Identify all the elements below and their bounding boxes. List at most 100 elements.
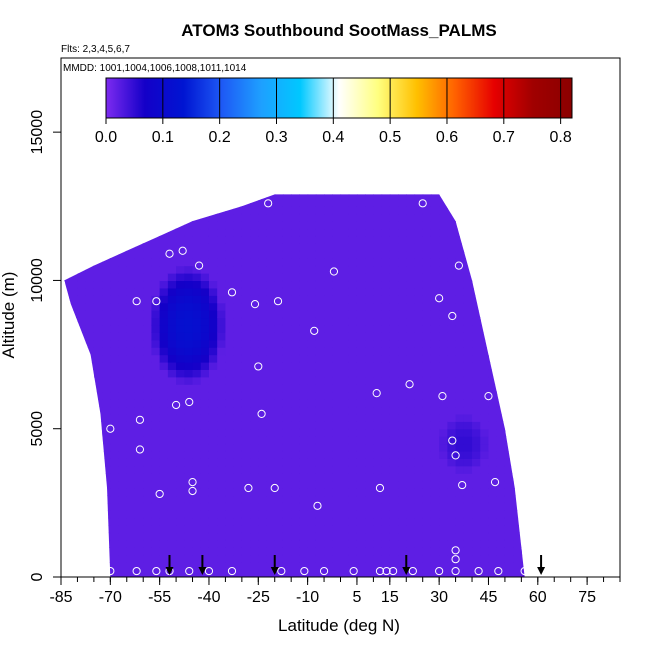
field-cell [430, 495, 440, 504]
field-cell [250, 213, 259, 222]
field-cell [587, 570, 596, 578]
flight-point [438, 391, 447, 401]
field-cell [258, 354, 268, 363]
field-cell [513, 280, 522, 289]
field-cell [538, 518, 547, 526]
field-cell [496, 221, 506, 230]
field-cell [266, 332, 276, 341]
field-cell [365, 273, 374, 282]
flight-point [264, 199, 273, 208]
field-cell [159, 517, 169, 526]
field-cell [167, 369, 177, 378]
field-cell [571, 177, 580, 185]
field-cell [118, 376, 128, 385]
field-cell [225, 273, 235, 282]
field-cell [266, 310, 276, 319]
field-cell [381, 354, 391, 363]
field-cell [184, 450, 194, 459]
field-cell [200, 332, 210, 341]
field-cell [439, 258, 448, 267]
field-cell [579, 555, 588, 563]
field-cell [439, 206, 448, 215]
field-cell [463, 317, 473, 326]
field-cell [110, 495, 120, 504]
field-cell [315, 332, 325, 341]
field-cell [381, 273, 391, 282]
field-cell [530, 503, 539, 511]
field-cell [447, 539, 457, 548]
field-cell [69, 569, 79, 577]
field-cell [521, 235, 525, 244]
field-cell [587, 310, 596, 318]
field-cell [587, 399, 596, 407]
field-cell [521, 310, 525, 319]
field-cell [134, 194, 144, 200]
field-cell [176, 361, 185, 370]
field-cell [192, 436, 202, 445]
field-cell [184, 310, 194, 319]
field-cell [546, 503, 555, 511]
field-cell [110, 184, 119, 192]
field-cell [439, 354, 448, 363]
field-cell [282, 495, 292, 504]
field-cell [143, 391, 153, 400]
field-cell [496, 228, 506, 237]
field-cell [398, 562, 407, 571]
field-cell [307, 332, 317, 341]
field-cell [579, 458, 588, 466]
field-cell [324, 324, 333, 333]
field-cell [579, 325, 588, 333]
field-cell [496, 295, 506, 304]
field-cell [579, 280, 588, 288]
field-cell [398, 369, 407, 378]
field-cell [176, 347, 185, 356]
colorbar-tick-label: 0.0 [95, 129, 117, 146]
field-cell [233, 250, 243, 259]
field-cell [504, 436, 514, 445]
field-cell [554, 258, 563, 266]
field-cell [69, 517, 79, 526]
field-cell [93, 347, 103, 356]
field-cell [562, 429, 571, 437]
field-cell [604, 547, 613, 555]
field-cell [266, 287, 276, 296]
field-cell [382, 177, 391, 185]
field-cell [159, 324, 169, 333]
field-cell [93, 317, 103, 326]
field-cell [208, 473, 218, 482]
field-cell [455, 302, 465, 311]
field-cell [332, 280, 342, 289]
field-cell [538, 288, 547, 296]
field-cell [488, 502, 498, 511]
field-cell [480, 480, 490, 489]
field-cell [332, 354, 342, 363]
field-cell [389, 391, 399, 400]
field-cell [299, 339, 309, 348]
field-cell [299, 569, 309, 577]
field-cell [373, 376, 383, 385]
field-cell [69, 250, 79, 259]
field-cell [604, 406, 613, 414]
field-cell [77, 436, 87, 445]
field-cell [430, 258, 440, 267]
field-cell [266, 517, 276, 526]
field-cell [159, 280, 169, 289]
field-cell [126, 399, 136, 408]
field-cell [192, 488, 202, 497]
field-cell [381, 406, 391, 415]
field-cell [225, 235, 235, 244]
field-cell [250, 539, 259, 548]
field-cell [159, 465, 169, 474]
field-cell [258, 243, 268, 252]
field-cell [282, 458, 292, 467]
field-cell [414, 369, 424, 378]
field-cell [571, 518, 580, 526]
field-cell [282, 332, 292, 341]
field-cell [217, 369, 227, 378]
field-cell [225, 310, 235, 319]
field-cell [85, 391, 95, 400]
field-cell [134, 510, 144, 519]
field-cell [521, 302, 525, 311]
field-cell [266, 399, 276, 408]
field-cell [282, 376, 292, 385]
